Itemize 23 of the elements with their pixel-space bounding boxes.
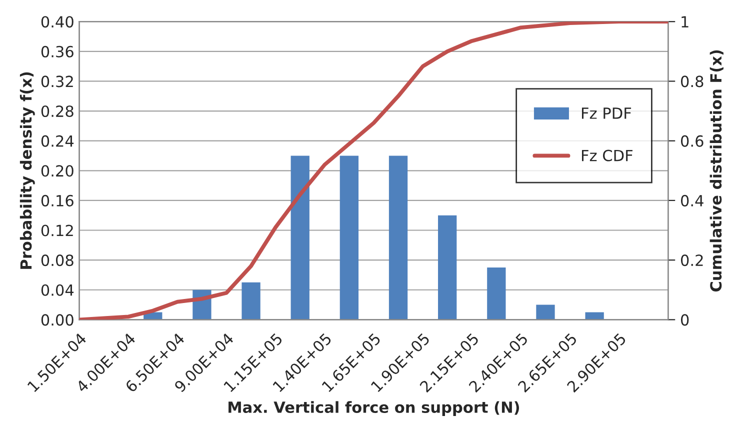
- y-axis-title: Probability density f(x): [20, 72, 35, 269]
- y-tick-label: 0.20: [41, 165, 74, 177]
- line-series: [79, 22, 668, 320]
- y-tick-label: 0.16: [41, 194, 74, 206]
- x-axis-title: Max. Vertical force on support (N): [228, 401, 520, 416]
- y2-tick-label: 1: [682, 16, 688, 28]
- y-tick-label: 0.40: [41, 16, 74, 28]
- y2-tick-label: 0.2: [680, 254, 703, 266]
- y2-tick-label: 0.4: [680, 194, 704, 206]
- y-tick-label: 0.12: [41, 224, 73, 236]
- y2-tick-label: 0.6: [680, 135, 704, 147]
- legend-label: Fz CDF: [582, 150, 632, 162]
- y2-axis-title: Cumulative distribution F(x): [710, 50, 724, 292]
- y-tick-label: 0.04: [41, 284, 74, 296]
- y-tick-label: 0.28: [41, 105, 74, 118]
- y-tick-label: 0.08: [41, 254, 74, 266]
- y-tick-label: 0.00: [41, 314, 74, 326]
- y2-tick-label: 0: [680, 314, 689, 326]
- y-tick-label: 0.24: [41, 135, 74, 147]
- y2-tick-label: 0.8: [680, 76, 704, 88]
- y-tick-label: 0.36: [41, 46, 74, 58]
- legend-label: Fz PDF: [582, 108, 632, 119]
- y-tick-label: 0.32: [41, 76, 73, 88]
